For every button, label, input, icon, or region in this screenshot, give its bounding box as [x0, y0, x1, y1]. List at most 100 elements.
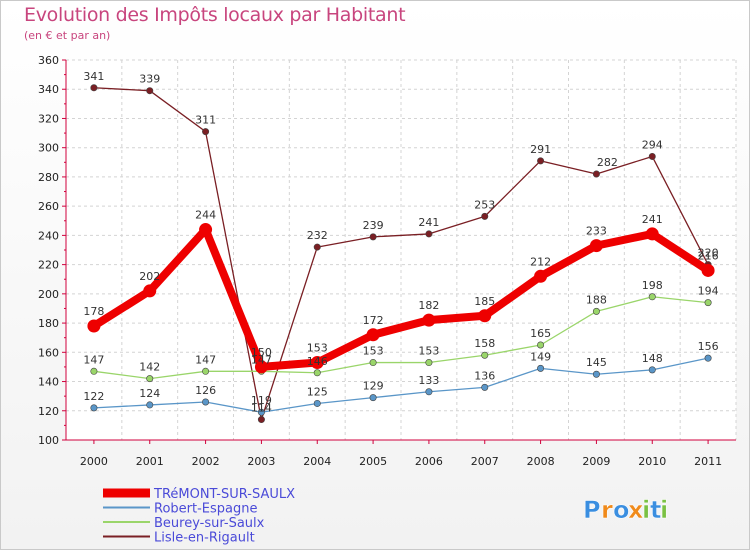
data-label-tremont-sur-saulx-2001: 202 — [139, 270, 160, 283]
point-lisle-en-rigault-2002 — [202, 128, 210, 136]
data-label-tremont-sur-saulx-2008: 212 — [530, 255, 551, 268]
data-label-tremont-sur-saulx-2004: 153 — [307, 342, 328, 355]
tick-label-y-220: 220 — [38, 259, 59, 272]
tick-label-y-360: 360 — [38, 54, 59, 67]
grid — [65, 59, 737, 441]
point-lisle-en-rigault-2008 — [537, 157, 545, 165]
point-lisle-en-rigault-2005 — [369, 233, 377, 241]
data-label-robert-espagne-2008: 149 — [530, 350, 551, 363]
data-label-lisle-en-rigault-2010: 294 — [642, 138, 663, 151]
point-robert-espagne-2009 — [592, 370, 600, 378]
data-label-beurey-sur-saulx-2004: 146 — [307, 355, 328, 368]
point-beurey-sur-saulx-2008 — [537, 341, 545, 349]
chart-subtitle: (en € et par an) — [24, 29, 111, 42]
axes: 100 120 140 160 180 200 220 240 260 280 300 320 340 3… — [38, 54, 736, 468]
point-beurey-sur-saulx-2010 — [648, 293, 656, 301]
data-label-beurey-sur-saulx-2006: 153 — [418, 345, 439, 358]
data-label-beurey-sur-saulx-2000: 147 — [83, 353, 104, 366]
point-robert-espagne-2004 — [313, 399, 321, 407]
legend-label-lisle-en-rigault: Lisle-en-Rigault — [154, 531, 255, 546]
point-beurey-sur-saulx-2005 — [369, 359, 377, 367]
data-label-tremont-sur-saulx-2005: 172 — [363, 314, 384, 327]
point-tremont-sur-saulx-2006 — [422, 313, 436, 327]
tick-label-x-2009: 2009 — [582, 455, 610, 468]
data-labels: 341 339 311 114 232 239 241 253 291 282 294 220 122 1… — [83, 70, 718, 415]
point-robert-espagne-2005 — [369, 394, 377, 402]
data-label-tremont-sur-saulx-2003: 150 — [251, 346, 272, 359]
data-label-beurey-sur-saulx-2002: 147 — [195, 353, 216, 366]
tick-label-y-100: 100 — [38, 434, 59, 447]
data-label-beurey-sur-saulx-2010: 198 — [642, 279, 663, 292]
point-tremont-sur-saulx-2003 — [254, 360, 268, 374]
point-robert-espagne-2000 — [90, 404, 98, 412]
point-robert-espagne-2001 — [146, 401, 154, 409]
logo-letter: o — [613, 496, 630, 524]
point-tremont-sur-saulx-2002 — [199, 223, 213, 237]
tick-label-x-2004: 2004 — [303, 455, 331, 468]
data-label-lisle-en-rigault-2001: 339 — [139, 73, 160, 86]
point-tremont-sur-saulx-2000 — [87, 319, 101, 333]
point-beurey-sur-saulx-2006 — [425, 359, 433, 367]
logo-letter: i — [660, 496, 668, 524]
data-label-lisle-en-rigault-2003: 114 — [251, 402, 272, 415]
data-label-tremont-sur-saulx-2007: 185 — [474, 295, 495, 308]
tick-label-x-2007: 2007 — [471, 455, 499, 468]
tick-label-x-2010: 2010 — [638, 455, 666, 468]
data-label-tremont-sur-saulx-2011: 216 — [698, 249, 719, 262]
point-tremont-sur-saulx-2011 — [701, 263, 715, 277]
series-line-beurey-sur-saulx — [93, 296, 709, 380]
data-label-lisle-en-rigault-2004: 232 — [307, 229, 328, 242]
point-tremont-sur-saulx-2007 — [478, 309, 492, 323]
tick-label-y-160: 160 — [38, 346, 59, 359]
point-robert-espagne-2011 — [704, 354, 712, 362]
legend-label-robert-espagne: Robert-Espagne — [154, 502, 257, 517]
point-beurey-sur-saulx-2011 — [704, 299, 712, 307]
data-label-robert-espagne-2006: 133 — [418, 374, 439, 387]
data-label-lisle-en-rigault-2009: 282 — [597, 156, 618, 169]
data-label-robert-espagne-2002: 126 — [195, 384, 216, 397]
plot-area — [66, 60, 736, 440]
point-beurey-sur-saulx-2004 — [313, 369, 321, 377]
point-tremont-sur-saulx-2010 — [645, 227, 659, 241]
point-robert-espagne-2002 — [202, 398, 210, 406]
point-tremont-sur-saulx-2004 — [310, 356, 324, 370]
tick-label-y-200: 200 — [38, 288, 59, 301]
data-label-robert-espagne-2000: 122 — [83, 390, 104, 403]
point-beurey-sur-saulx-2009 — [592, 307, 600, 315]
data-label-beurey-sur-saulx-2008: 165 — [530, 327, 551, 340]
tick-label-y-300: 300 — [38, 142, 59, 155]
point-lisle-en-rigault-2007 — [481, 212, 489, 220]
legend-label-beurey-sur-saulx: Beurey-sur-Saulx — [154, 516, 265, 531]
data-label-robert-espagne-2010: 148 — [642, 352, 663, 365]
point-tremont-sur-saulx-2005 — [366, 328, 380, 342]
point-robert-espagne-2006 — [425, 388, 433, 396]
point-tremont-sur-saulx-2001 — [143, 284, 157, 298]
point-tremont-sur-saulx-2009 — [589, 239, 603, 253]
point-robert-espagne-2007 — [481, 383, 489, 391]
tick-label-y-240: 240 — [38, 229, 59, 242]
point-beurey-sur-saulx-2001 — [146, 375, 154, 383]
tick-label-y-120: 120 — [38, 405, 59, 418]
tick-label-x-2005: 2005 — [359, 455, 387, 468]
data-label-beurey-sur-saulx-2009: 188 — [586, 293, 607, 306]
point-tremont-sur-saulx-2008 — [534, 269, 548, 283]
data-label-robert-espagne-2004: 125 — [307, 385, 328, 398]
legend-label-tremont-sur-saulx: TRéMONT-SUR-SAULX — [153, 487, 295, 502]
point-beurey-sur-saulx-2007 — [481, 351, 489, 359]
data-label-tremont-sur-saulx-2009: 233 — [586, 225, 607, 238]
point-robert-espagne-2003 — [257, 408, 265, 416]
point-lisle-en-rigault-2004 — [313, 243, 321, 251]
series-line-tremont-sur-saulx — [89, 225, 713, 371]
point-beurey-sur-saulx-2002 — [202, 367, 210, 375]
data-label-lisle-en-rigault-2011: 220 — [698, 247, 719, 260]
data-label-tremont-sur-saulx-2006: 182 — [418, 299, 439, 312]
point-lisle-en-rigault-2010 — [648, 152, 656, 160]
tick-label-x-2000: 2000 — [80, 455, 108, 468]
logo-letter: r — [601, 496, 613, 524]
data-label-robert-espagne-2001: 124 — [139, 387, 160, 400]
tick-label-y-140: 140 — [38, 376, 59, 389]
point-lisle-en-rigault-2006 — [425, 230, 433, 238]
chart-title: Evolution des Impôts locaux par Habitant — [24, 4, 406, 26]
